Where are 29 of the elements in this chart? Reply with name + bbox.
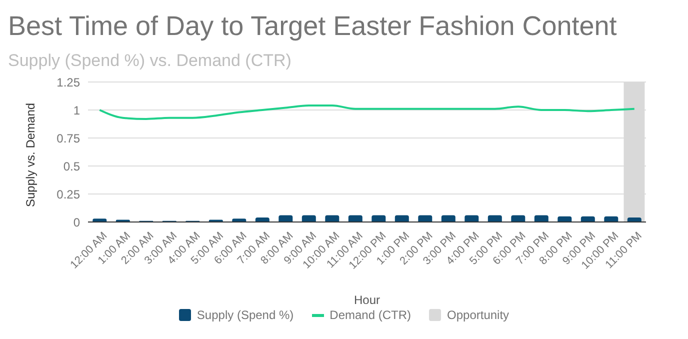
bar xyxy=(325,215,340,222)
chart-title: Best Time of Day to Target Easter Fashion Content xyxy=(8,10,618,42)
bar xyxy=(511,215,526,222)
y-tick-label: 1 xyxy=(73,103,80,118)
y-tick-label: 0.5 xyxy=(63,159,80,174)
bar xyxy=(580,216,595,222)
bar xyxy=(488,215,502,222)
x-axis-title: Hour xyxy=(354,293,380,307)
legend-label: Supply (Spend %) xyxy=(196,308,294,322)
bar xyxy=(372,215,386,222)
bar xyxy=(464,215,479,222)
y-tick-label: 1.25 xyxy=(56,75,80,90)
bar xyxy=(394,215,409,222)
bar xyxy=(302,215,316,222)
y-tick-label: 0 xyxy=(73,215,80,230)
chart-subtitle: Supply (Spend %) vs. Demand (CTR) xyxy=(8,50,292,72)
bar xyxy=(534,215,548,222)
bar xyxy=(278,215,293,222)
bar xyxy=(348,215,362,222)
y-tick-label: 0.25 xyxy=(56,187,80,202)
line-series xyxy=(98,104,636,120)
legend-label: Demand (CTR) xyxy=(330,308,412,322)
bar xyxy=(418,215,432,222)
bar xyxy=(441,215,456,222)
y-axis-title: Supply vs. Demand xyxy=(23,102,38,207)
y-tick-label: 0.75 xyxy=(56,131,80,146)
bar xyxy=(558,216,572,222)
legend-label: Opportunity xyxy=(447,308,510,322)
bar xyxy=(604,216,618,222)
